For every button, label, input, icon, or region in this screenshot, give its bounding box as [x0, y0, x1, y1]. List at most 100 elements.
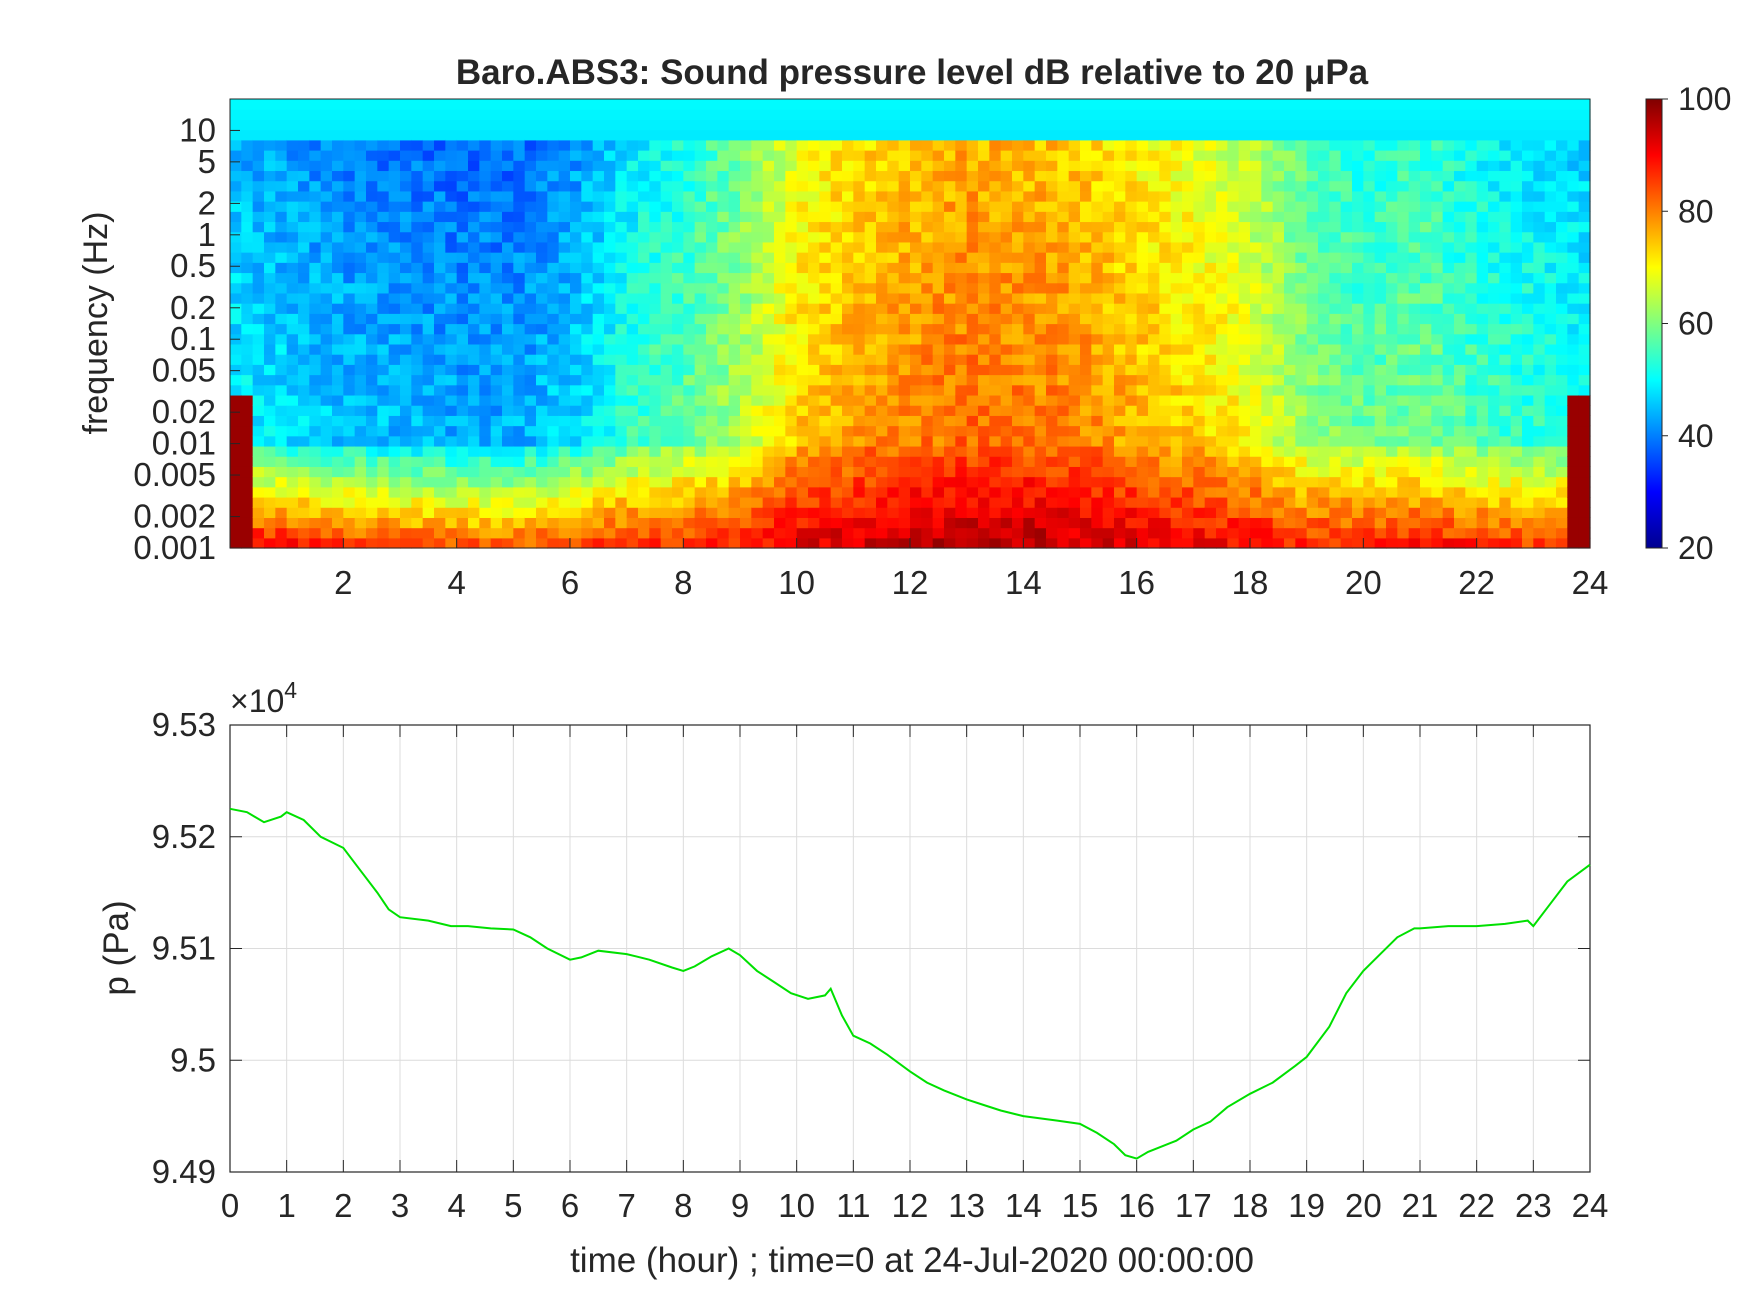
heatmap-cell [1454, 415, 1466, 427]
heatmap-cell [298, 211, 310, 223]
heatmap-cell [989, 201, 1002, 212]
heatmap-cell [1295, 180, 1308, 192]
heatmap-cell [864, 313, 877, 325]
heatmap-cell [853, 364, 866, 376]
heatmap-cell [354, 129, 367, 141]
heatmap-cell [1374, 252, 1387, 263]
heatmap-cell [502, 241, 514, 253]
heatmap-cell [592, 537, 605, 549]
heatmap-cell [898, 333, 911, 345]
heatmap-cell [286, 252, 299, 263]
heatmap-cell [740, 354, 752, 365]
heatmap-cell [513, 313, 526, 325]
heatmap-cell [1431, 456, 1444, 467]
heatmap-cell [445, 517, 458, 529]
heatmap-cell [1340, 343, 1353, 355]
heatmap-cell [955, 456, 968, 467]
heatmap-cell [989, 435, 1002, 447]
heatmap-cell [1476, 252, 1489, 263]
heatmap-cell [876, 354, 888, 365]
heatmap-cell [796, 252, 809, 263]
heatmap-cell [944, 425, 956, 437]
heatmap-cell [490, 252, 503, 263]
heatmap-cell [1000, 272, 1013, 284]
heatmap-cell [502, 282, 514, 294]
heatmap-cell [1465, 272, 1478, 284]
heatmap-cell [502, 180, 514, 192]
heatmap-cell [1136, 405, 1149, 416]
heatmap-cell [989, 99, 1002, 110]
heatmap-cell [762, 394, 775, 406]
heatmap-cell [1329, 180, 1342, 192]
heatmap-cell [422, 119, 435, 131]
heatmap-cell [853, 282, 866, 294]
heatmap-cell [808, 99, 820, 110]
heatmap-cell [1170, 517, 1183, 529]
heatmap-cell [615, 160, 628, 172]
heatmap-cell [638, 537, 650, 549]
heatmap-cell [524, 109, 537, 120]
heatmap-cell [683, 527, 696, 539]
heatmap-cell [456, 109, 469, 120]
heatmap-cell [717, 180, 730, 192]
heatmap-cell [479, 435, 492, 447]
heatmap-cell [1080, 231, 1092, 243]
heatmap-cell [479, 109, 492, 120]
heatmap-cell [1442, 394, 1455, 406]
heatmap-cell [728, 333, 741, 345]
heatmap-cell [1068, 445, 1081, 457]
heatmap-cell [1238, 262, 1251, 274]
heatmap-cell [1386, 180, 1398, 192]
heatmap-cell [774, 282, 786, 294]
heatmap-cell [241, 384, 254, 396]
heatmap-cell [830, 537, 843, 549]
heatmap-cell [1034, 272, 1047, 284]
heatmap-cell [1091, 517, 1104, 529]
heatmap-cell [445, 466, 458, 478]
heatmap-cell [1102, 333, 1115, 345]
heatmap-cell [570, 364, 582, 376]
heatmap-cell [581, 303, 594, 314]
heatmap-cell [932, 272, 945, 284]
heatmap-cell [456, 252, 469, 263]
heatmap-cell [672, 272, 684, 284]
heatmap-cell [728, 425, 741, 437]
heatmap-cell [638, 333, 650, 345]
heatmap-cell [683, 139, 696, 151]
heatmap-cell [989, 252, 1002, 263]
heatmap-cell [887, 313, 900, 325]
heatmap-cell [343, 486, 356, 498]
heatmap-cell [422, 252, 435, 263]
heatmap-cell [1114, 517, 1126, 529]
heatmap-cell [1068, 170, 1081, 182]
heatmap-cell [751, 527, 764, 539]
heatmap-cell [944, 456, 956, 467]
heatmap-cell [910, 394, 922, 406]
heatmap-cell [649, 231, 662, 243]
heatmap-cell [400, 272, 412, 284]
heatmap-cell [1046, 343, 1058, 355]
heatmap-cell [638, 476, 650, 488]
heatmap-cell [1408, 221, 1421, 233]
heatmap-cell [241, 527, 254, 539]
heatmap-cell [1159, 262, 1172, 274]
heatmap-cell [1442, 292, 1455, 304]
heatmap-cell [377, 425, 390, 437]
heatmap-cell [1238, 537, 1251, 549]
heatmap-cell [864, 435, 877, 447]
heatmap-cell [502, 466, 514, 478]
heatmap-cell [864, 486, 877, 498]
heatmap-cell [1374, 323, 1387, 335]
heatmap-cell [1272, 333, 1285, 345]
heatmap-cell [672, 374, 684, 386]
heatmap-cell [1102, 160, 1115, 172]
heatmap-cell [1023, 486, 1036, 498]
heatmap-cell [1250, 507, 1262, 518]
heatmap-cell [694, 333, 707, 345]
heatmap-cell [683, 435, 696, 447]
heatmap-cell [1114, 435, 1126, 447]
heatmap-cell [683, 313, 696, 325]
heatmap-cell [434, 374, 446, 386]
heatmap-cell [1182, 231, 1194, 243]
heatmap-cell [1148, 354, 1160, 365]
